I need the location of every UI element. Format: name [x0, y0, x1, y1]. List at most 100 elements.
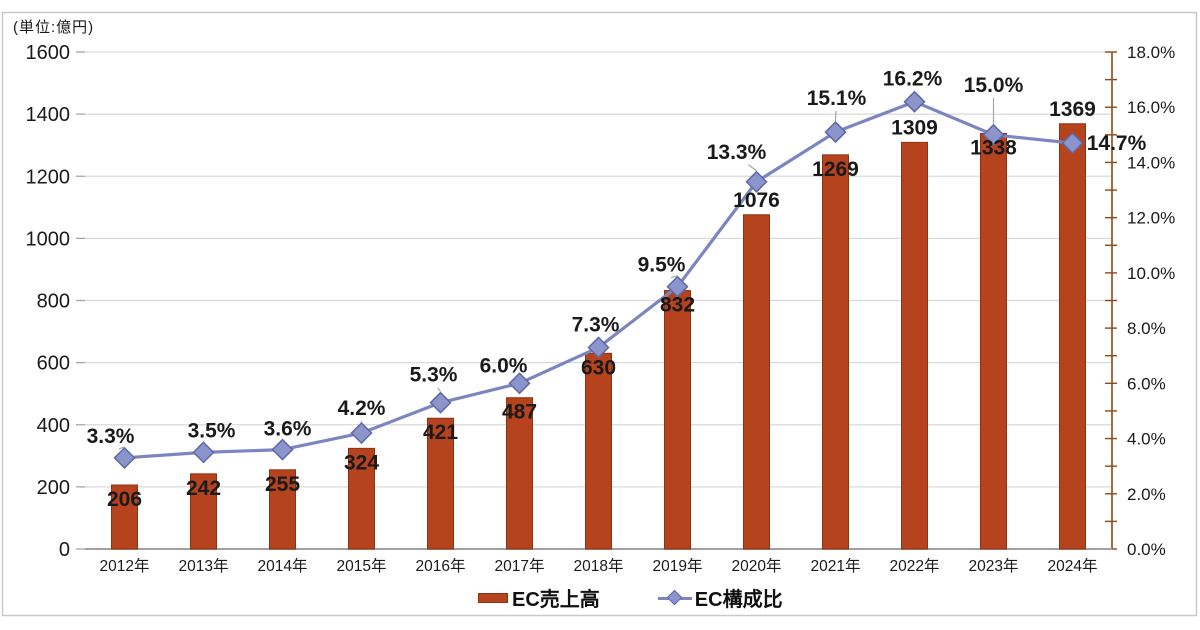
y-right-tick-label: 0.0% — [1127, 540, 1166, 559]
leader-line — [748, 164, 757, 172]
ratio-marker — [192, 441, 215, 464]
legend: EC売上高 EC構成比 — [478, 583, 783, 612]
bar-value-label: 255 — [265, 473, 300, 496]
legend-bar-swatch — [478, 592, 508, 603]
bar — [901, 141, 928, 550]
y-left-tick-label: 400 — [37, 415, 70, 437]
x-tick-label: 2023年 — [969, 557, 1019, 575]
bar — [269, 469, 296, 550]
x-tick-label: 2014年 — [258, 557, 308, 575]
bar-value-label: 832 — [660, 294, 695, 317]
x-tick-label: 2020年 — [732, 557, 782, 575]
ratio-value-label: 6.0% — [480, 354, 528, 377]
ratio-marker — [508, 372, 531, 395]
y-right-tick-label: 16.0% — [1127, 98, 1175, 117]
x-tick-label: 2012年 — [100, 557, 150, 575]
bar — [506, 397, 533, 550]
bar-value-label: 421 — [423, 421, 458, 444]
x-tick-label: 2015年 — [337, 557, 387, 575]
y-right-tick-label: 12.0% — [1127, 209, 1175, 228]
y-left-tick-label: 800 — [37, 291, 70, 313]
bar-value-label: 1369 — [1049, 98, 1096, 121]
ratio-marker — [824, 121, 847, 144]
ratio-value-label: 15.1% — [807, 87, 867, 110]
x-tick-label: 2013年 — [179, 557, 229, 575]
legend-sales-label: EC売上高 — [512, 589, 600, 611]
ratio-value-label: 16.2% — [883, 68, 943, 91]
ratio-value-label: 4.2% — [338, 397, 386, 420]
x-tick-label: 2024年 — [1048, 557, 1098, 575]
bar-value-label: 206 — [107, 488, 142, 511]
x-tick-label: 2017年 — [495, 557, 545, 575]
y-right-tick-label: 14.0% — [1127, 153, 1175, 172]
x-tick-label: 2022年 — [890, 557, 940, 575]
y-left-tick-label: 1200 — [26, 166, 71, 188]
ratio-marker — [113, 446, 136, 469]
bar-value-label: 630 — [581, 356, 616, 379]
ratio-marker — [903, 90, 926, 113]
ratio-value-label: 9.5% — [638, 254, 686, 277]
legend-item-sales: EC売上高 — [478, 583, 600, 612]
ratio-marker — [271, 438, 294, 461]
y-left-tick-label: 200 — [37, 477, 70, 499]
y-right-tick-label: 4.0% — [1127, 430, 1166, 449]
bar-value-label: 487 — [502, 401, 537, 424]
bar — [822, 154, 849, 550]
bar — [1059, 123, 1086, 550]
y-left-tick-label: 1000 — [26, 228, 71, 250]
unit-label: (単位:億円) — [13, 19, 95, 36]
y-right-tick-label: 10.0% — [1127, 264, 1175, 283]
x-tick-label: 2018年 — [574, 557, 624, 575]
ratio-marker — [429, 391, 452, 414]
ratio-marker — [666, 275, 689, 298]
bar — [427, 417, 454, 550]
x-tick-label: 2016年 — [416, 557, 466, 575]
legend-diamond-icon — [666, 589, 683, 605]
y-left-tick-label: 1400 — [26, 104, 71, 126]
chart-frame — [1, 11, 1198, 617]
bar-value-label: 1309 — [891, 116, 938, 139]
bar — [111, 484, 138, 550]
bar-value-label: 242 — [186, 477, 221, 500]
ratio-marker — [350, 421, 373, 445]
bar — [980, 132, 1007, 550]
ratio-value-label: 15.0% — [964, 74, 1024, 97]
bar-value-label: 324 — [344, 451, 379, 474]
ratio-marker — [1061, 132, 1084, 155]
ratio-value-label: 3.5% — [188, 419, 236, 442]
leader-line — [670, 275, 678, 279]
y-left-tick-label: 600 — [37, 353, 70, 375]
ratio-marker — [587, 336, 610, 359]
y-right-tick-label: 18.0% — [1127, 43, 1175, 62]
ratio-value-label: 5.3% — [410, 364, 458, 387]
y-right-tick-label: 2.0% — [1127, 485, 1166, 504]
y-left-tick-label: 1600 — [26, 42, 71, 64]
legend-line-swatch — [657, 589, 692, 607]
ratio-value-label: 3.6% — [264, 418, 312, 441]
bar-value-label: 1076 — [733, 189, 780, 212]
legend-item-ratio: EC構成比 — [657, 583, 783, 612]
ratio-value-label: 3.3% — [87, 425, 135, 448]
ratio-marker — [982, 123, 1005, 146]
bar — [664, 290, 691, 550]
y-left-tick-label: 0 — [59, 539, 70, 561]
ratio-value-label: 7.3% — [572, 313, 620, 336]
ratio-value-label: 13.3% — [707, 141, 767, 164]
y-right-tick-label: 8.0% — [1127, 319, 1166, 338]
x-tick-label: 2019年 — [653, 557, 703, 575]
bar — [190, 473, 217, 550]
ratio-value-label: 14.7% — [1087, 132, 1147, 155]
bar — [585, 352, 612, 550]
bar-value-label: 1338 — [970, 136, 1017, 159]
x-tick-label: 2021年 — [811, 557, 861, 575]
ratio-marker — [745, 170, 768, 193]
bar-value-label: 1269 — [812, 158, 859, 181]
y-right-tick-label: 6.0% — [1127, 374, 1166, 393]
bar — [348, 447, 375, 550]
leader-line — [118, 446, 125, 450]
bar — [743, 214, 770, 550]
legend-ratio-label: EC構成比 — [694, 589, 783, 611]
leader-line — [437, 387, 441, 393]
